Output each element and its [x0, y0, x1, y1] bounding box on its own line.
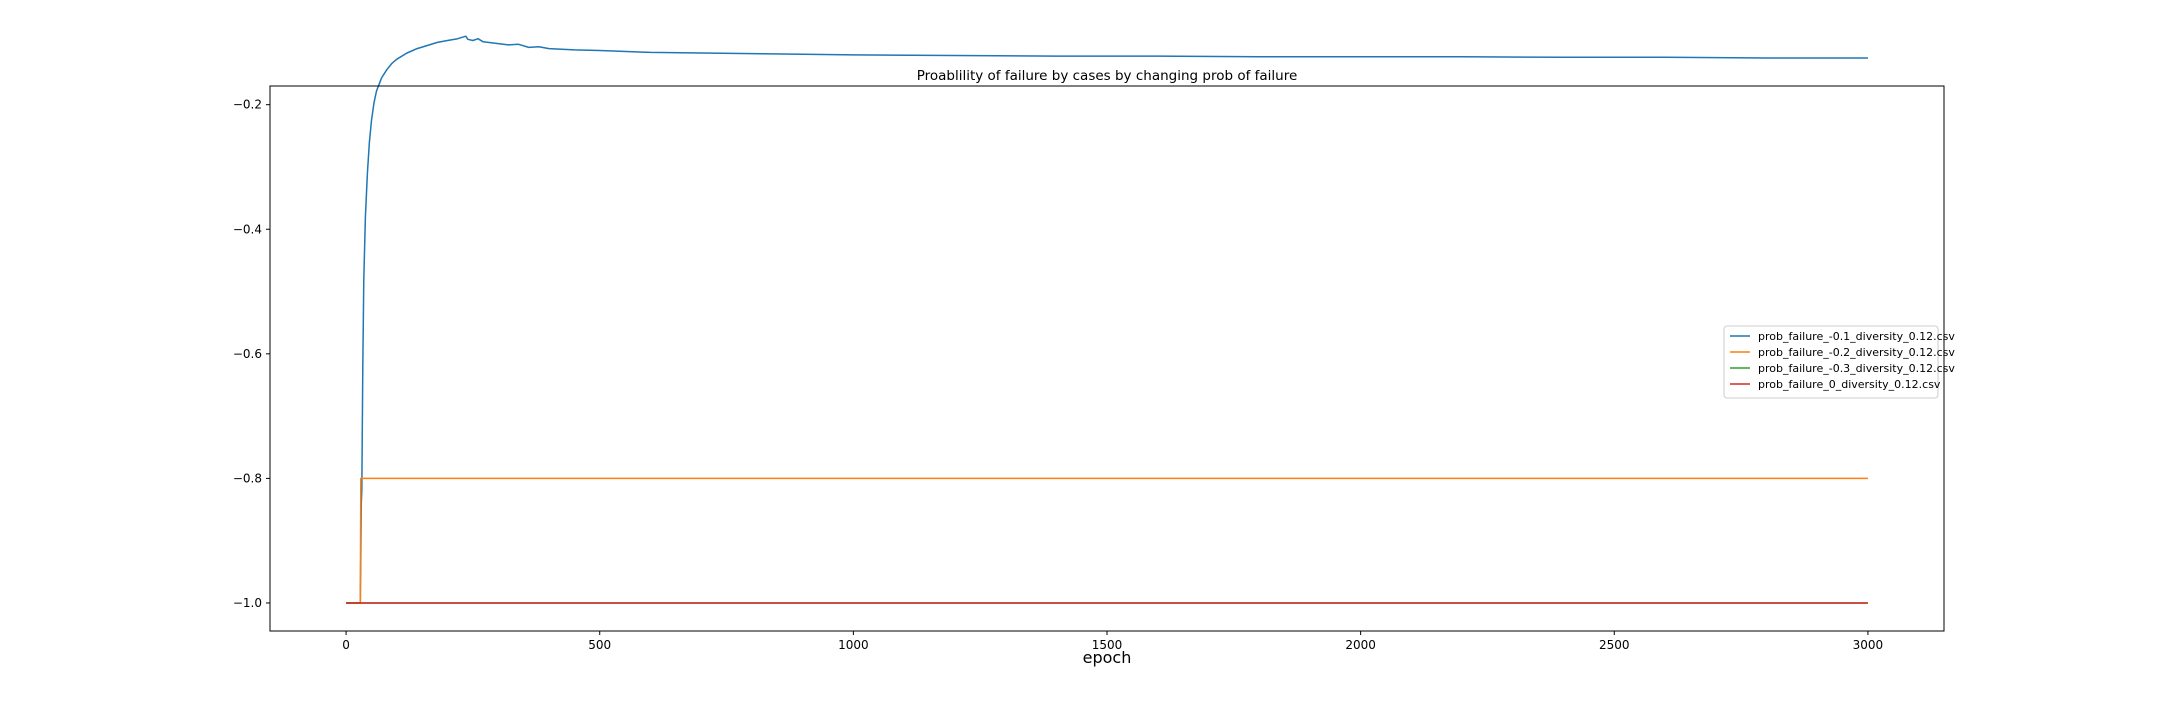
- legend-entry: prob_failure_0_diversity_0.12.csv: [1758, 378, 1941, 391]
- x-tick-label: 3000: [1853, 638, 1884, 652]
- y-tick-label: −0.4: [233, 222, 262, 236]
- legend-entry: prob_failure_-0.3_diversity_0.12.csv: [1758, 362, 1955, 375]
- y-tick-label: −0.8: [233, 471, 262, 485]
- x-tick-label: 2500: [1599, 638, 1630, 652]
- x-tick-label: 500: [588, 638, 611, 652]
- y-tick-label: −1.0: [233, 596, 262, 610]
- x-tick-label: 1000: [838, 638, 869, 652]
- x-tick-label: 2000: [1345, 638, 1376, 652]
- series-line-1: [346, 35, 1868, 604]
- series-layer: [346, 35, 1868, 604]
- y-tick-label: −0.2: [233, 98, 262, 112]
- legend-entry: prob_failure_-0.2_diversity_0.12.csv: [1758, 346, 1955, 359]
- y-tick-label: −0.6: [233, 347, 262, 361]
- x-tick-label: 1500: [1092, 638, 1123, 652]
- y-axis: −1.0 −0.8 −0.6 −0.4 −0.2: [233, 98, 270, 610]
- x-axis: 0 500 1000 1500 2000 2500 3000: [342, 631, 1883, 652]
- x-axis-label: epoch: [1083, 648, 1132, 667]
- legend-entry: prob_failure_-0.1_diversity_0.12.csv: [1758, 330, 1955, 343]
- chart-title: Proablility of failure by cases by chang…: [917, 68, 1298, 84]
- legend: prob_failure_-0.1_diversity_0.12.csvprob…: [1723, 325, 1955, 399]
- x-tick-label: 0: [342, 638, 350, 652]
- legend-box: [1723, 325, 1939, 399]
